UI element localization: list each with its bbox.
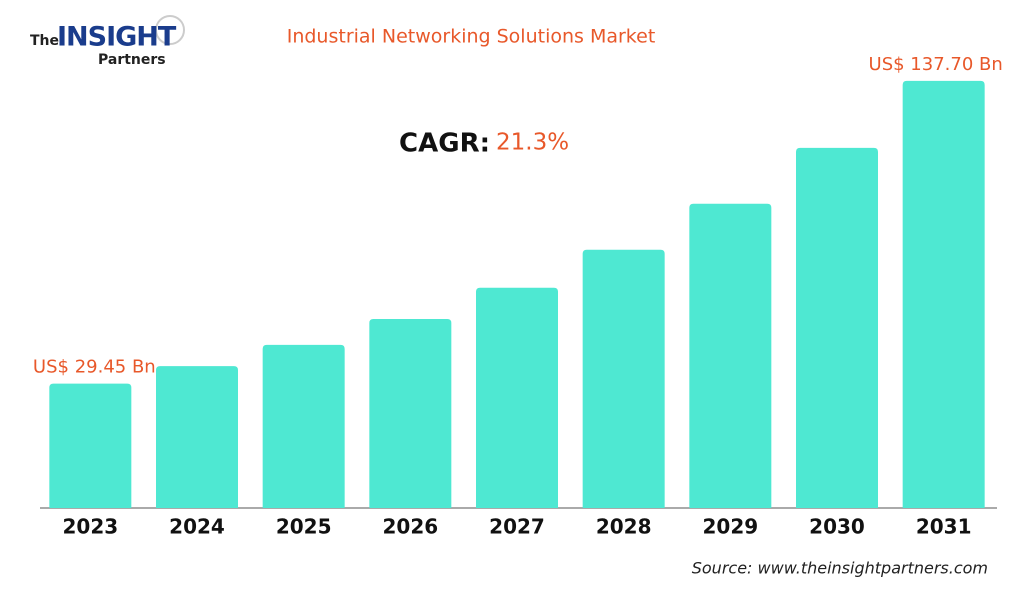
x-tick-label: 2029: [702, 515, 758, 539]
logo-the: The: [30, 33, 59, 49]
x-tick-label: 2026: [382, 515, 438, 539]
x-tick-label: 2024: [169, 515, 225, 539]
x-tick-label: 2028: [596, 515, 652, 539]
x-tick-label: 2027: [489, 515, 545, 539]
bar: [582, 249, 665, 508]
logo-ring: [155, 15, 185, 45]
bar: [796, 147, 878, 508]
source: Source: www.theinsightpartners.com: [692, 559, 988, 578]
logo: The INSIGHT Partners: [30, 15, 185, 68]
x-tick-label: 2031: [916, 515, 972, 539]
value-label: US$ 29.45 Bn: [33, 357, 156, 378]
bar: [689, 203, 772, 508]
x-tick-label: 2030: [809, 515, 865, 539]
bar: [262, 344, 345, 508]
cagr-value: 21.3%: [496, 130, 569, 156]
x-tick-label: 2025: [276, 515, 332, 539]
bar: [49, 383, 132, 508]
x-tick-label: 2023: [62, 515, 118, 539]
value-label: US$ 137.70 Bn: [869, 54, 1003, 75]
bar: [476, 287, 558, 508]
cagr-label: CAGR:: [399, 129, 490, 159]
bar: [156, 366, 238, 508]
bar: [902, 80, 985, 508]
chart-title: Industrial Networking Solutions Market: [287, 26, 656, 48]
bar: [369, 319, 452, 508]
logo-partners: Partners: [98, 52, 166, 68]
logo-insight: INSIGHT: [57, 22, 177, 53]
